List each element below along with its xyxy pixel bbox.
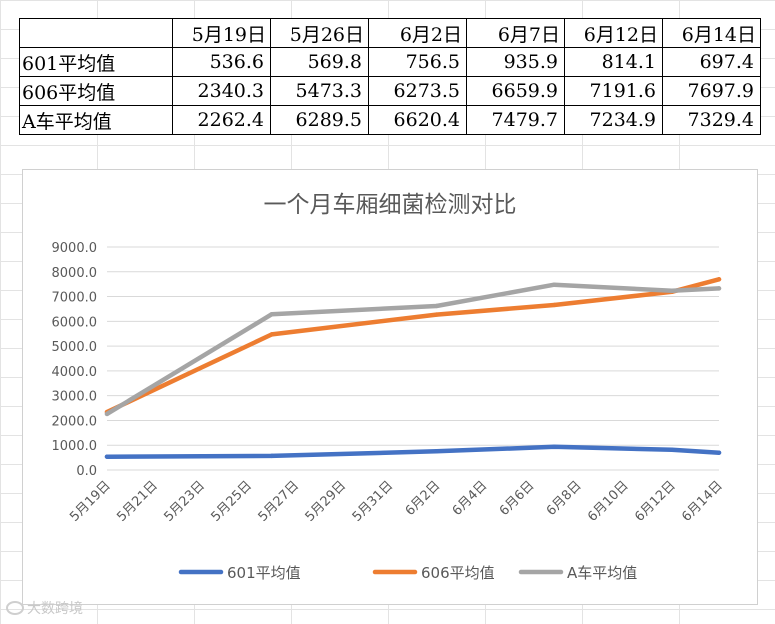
- value-cell[interactable]: 5473.3: [270, 76, 369, 106]
- data-point[interactable]: [716, 450, 722, 455]
- watermark-logo-icon: [6, 601, 24, 615]
- data-point[interactable]: [716, 286, 722, 291]
- x-tick-label: 6月4日: [450, 478, 491, 519]
- header-cell-date[interactable]: 6月14日: [662, 18, 761, 48]
- value-cell[interactable]: 935.9: [466, 47, 565, 77]
- header-cell-date[interactable]: 5月19日: [172, 18, 271, 48]
- legend-label[interactable]: A车平均值: [567, 564, 637, 582]
- data-point[interactable]: [434, 312, 439, 317]
- x-tick-label: 6月12日: [632, 478, 679, 525]
- value-cell[interactable]: 2262.4: [172, 105, 271, 135]
- row-label-cell[interactable]: 601平均值: [19, 47, 173, 77]
- row-label-cell[interactable]: 606平均值: [19, 76, 173, 106]
- value-cell[interactable]: 7479.7: [466, 105, 565, 135]
- value-cell[interactable]: 814.1: [564, 47, 663, 77]
- x-tick-label: 5月21日: [114, 478, 161, 525]
- y-tick-label: 8000.0: [52, 266, 98, 281]
- x-tick-label: 6月2日: [403, 478, 444, 519]
- series-lines[interactable]: [104, 277, 722, 459]
- value-cell[interactable]: 7329.4: [662, 105, 761, 135]
- x-tick-label: 5月27日: [256, 478, 303, 525]
- legend-label[interactable]: 606平均值: [421, 564, 495, 582]
- chart-container[interactable]: 一个月车厢细菌检测对比 0.0 1000.0 2000.0 3000.0 4000.0 5…: [22, 169, 758, 605]
- series-line[interactable]: [104, 444, 722, 459]
- data-table: 5月19日 5月26日 6月2日 6月7日 6月12日 6月14日 601平均值…: [19, 18, 761, 135]
- data-point[interactable]: [269, 311, 274, 317]
- value-cell[interactable]: 6659.9: [466, 76, 565, 106]
- header-cell-date[interactable]: 5月26日: [270, 18, 369, 48]
- x-tick-label: 5月25日: [209, 478, 256, 525]
- value-cell[interactable]: 697.4: [662, 47, 761, 77]
- header-cell-date[interactable]: 6月12日: [564, 18, 663, 48]
- y-tick-label: 4000.0: [52, 365, 98, 380]
- y-tick-label: 7000.0: [52, 291, 98, 306]
- header-row: 5月19日 5月26日 6月2日 6月7日 6月12日 6月14日: [19, 18, 761, 48]
- data-point[interactable]: [269, 453, 274, 459]
- legend[interactable]: 601平均值 606平均值 A车平均值: [178, 564, 637, 582]
- x-tick-label: 6月6日: [497, 478, 538, 519]
- value-cell[interactable]: 569.8: [270, 47, 369, 77]
- data-point[interactable]: [269, 332, 274, 337]
- watermark-text: 大数跨境: [27, 601, 83, 617]
- x-tick-label: 5月29日: [303, 478, 350, 525]
- value-cell[interactable]: 6620.4: [368, 105, 467, 135]
- data-point[interactable]: [552, 282, 557, 287]
- data-point[interactable]: [669, 288, 675, 293]
- x-tick-label: 6月14日: [679, 478, 726, 525]
- data-point[interactable]: [716, 277, 722, 282]
- line-chart[interactable]: 一个月车厢细菌检测对比 0.0 1000.0 2000.0 3000.0 4000.0 5…: [23, 170, 757, 604]
- data-point[interactable]: [552, 444, 557, 450]
- value-cell[interactable]: 7234.9: [564, 105, 663, 135]
- value-cell[interactable]: 6273.5: [368, 76, 467, 106]
- watermark: 大数跨境: [6, 598, 83, 618]
- y-tick-label: 3000.0: [52, 390, 98, 405]
- header-cell-date[interactable]: 6月2日: [368, 18, 467, 48]
- value-cell[interactable]: 2340.3: [172, 76, 271, 106]
- x-tick-label: 6月8日: [544, 478, 585, 519]
- row-label-cell[interactable]: A车平均值: [19, 105, 173, 135]
- data-point[interactable]: [104, 411, 110, 417]
- header-cell-empty[interactable]: [19, 18, 173, 48]
- y-tick-label: 1000.0: [52, 439, 98, 454]
- y-tick-label: 2000.0: [52, 414, 98, 429]
- y-tick-label: 5000.0: [52, 340, 98, 355]
- x-tick-label: 6月10日: [585, 478, 632, 525]
- x-tick-label: 5月31日: [350, 478, 397, 525]
- data-point[interactable]: [104, 454, 110, 459]
- x-tick-label: 5月23日: [161, 478, 208, 525]
- data-point[interactable]: [434, 303, 439, 309]
- legend-label[interactable]: 601平均值: [227, 564, 301, 582]
- table-row-601: 601平均值 536.6 569.8 756.5 935.9 814.1 697…: [19, 47, 761, 77]
- data-point[interactable]: [669, 447, 675, 453]
- value-cell[interactable]: 756.5: [368, 47, 467, 77]
- x-axis-tick-labels: 5月19日 5月21日 5月23日 5月25日 5月27日 5月29日 5月31日 6月2日 6…: [67, 478, 726, 525]
- y-tick-label: 6000.0: [52, 315, 98, 330]
- y-tick-label: 0.0: [76, 464, 97, 479]
- data-point[interactable]: [552, 302, 557, 308]
- data-point[interactable]: [434, 449, 439, 454]
- chart-title[interactable]: 一个月车厢细菌检测对比: [264, 192, 517, 218]
- x-tick-label: 5月19日: [67, 478, 114, 525]
- table-row-a-car: A车平均值 2262.4 6289.5 6620.4 7479.7 7234.9…: [19, 105, 761, 135]
- table-row-606: 606平均值 2340.3 5473.3 6273.5 6659.9 7191.…: [19, 76, 761, 106]
- value-cell[interactable]: 6289.5: [270, 105, 369, 135]
- header-cell-date[interactable]: 6月7日: [466, 18, 565, 48]
- value-cell[interactable]: 7191.6: [564, 76, 663, 106]
- y-tick-label: 9000.0: [52, 241, 98, 256]
- y-axis-tick-labels: 0.0 1000.0 2000.0 3000.0 4000.0 5000.0 6000.0 7…: [52, 241, 98, 479]
- series-line[interactable]: [104, 282, 722, 417]
- value-cell[interactable]: 7697.9: [662, 76, 761, 106]
- value-cell[interactable]: 536.6: [172, 47, 271, 77]
